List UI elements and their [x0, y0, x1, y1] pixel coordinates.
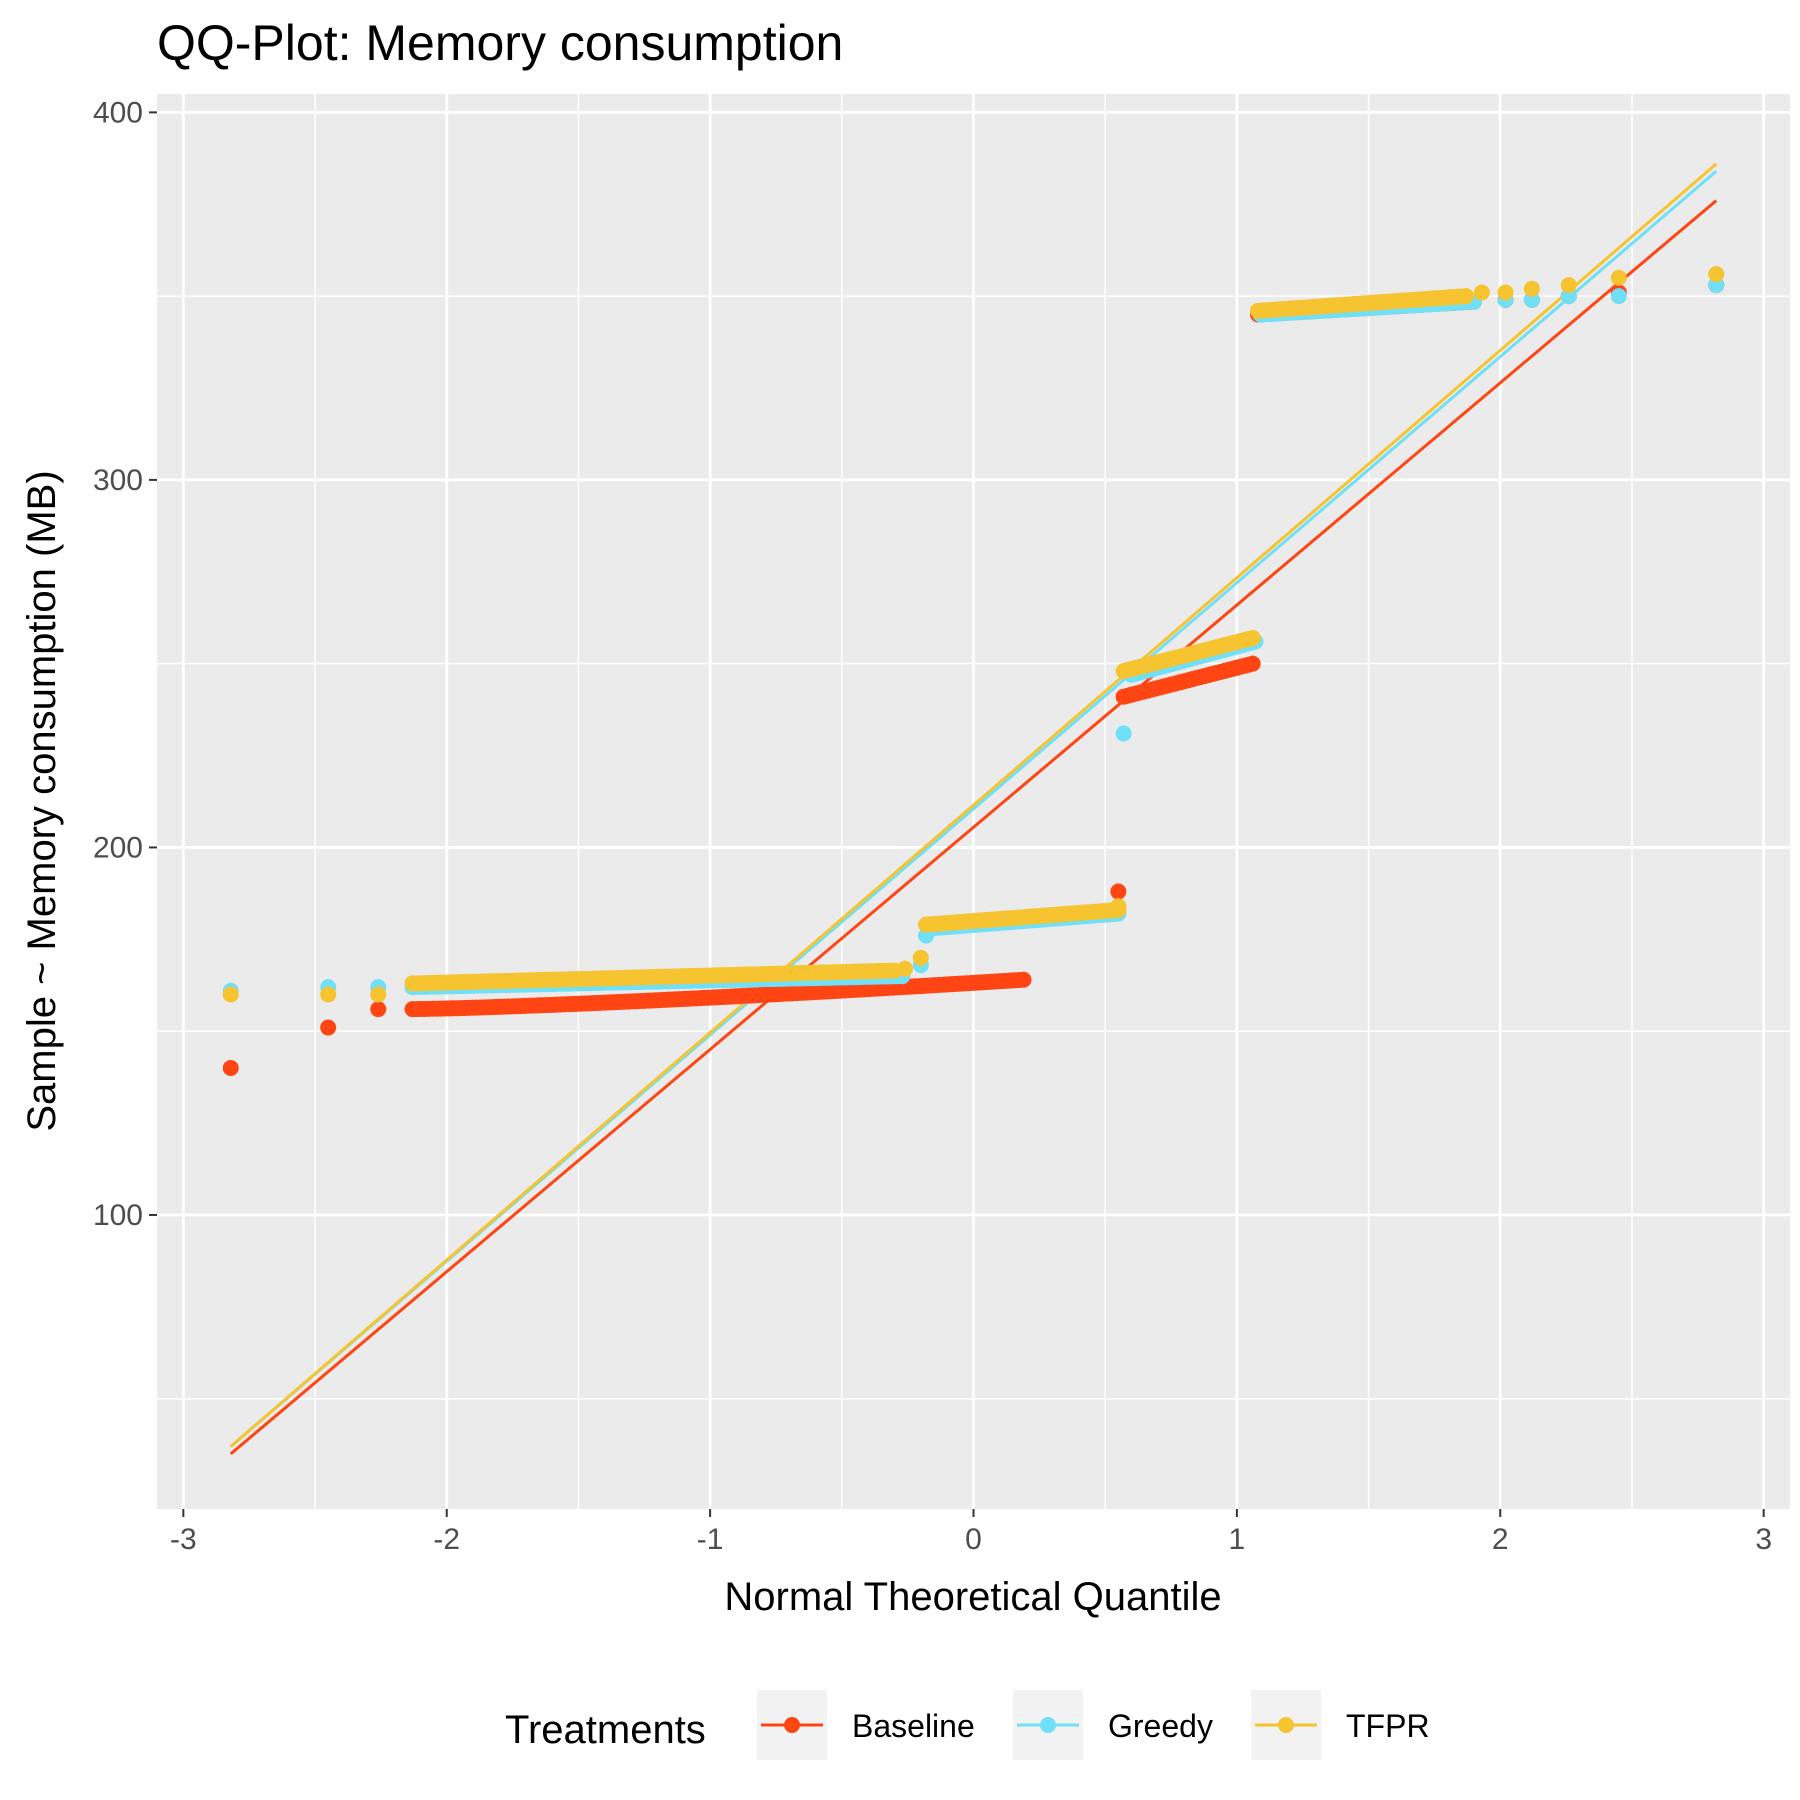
x-tick-label: 3: [1755, 1523, 1772, 1556]
legend-item-baseline: Baseline: [757, 1690, 975, 1760]
point-baseline: [222, 1059, 239, 1076]
point-greedy: [1115, 725, 1132, 742]
x-tick-label: 2: [1492, 1523, 1509, 1556]
x-axis-title: Normal Theoretical Quantile: [724, 1575, 1221, 1619]
point-tfpr: [912, 949, 929, 966]
x-tick-label: -2: [433, 1523, 460, 1556]
point-tfpr: [370, 986, 387, 1003]
point-tfpr: [1244, 629, 1261, 646]
point-tfpr: [1458, 288, 1475, 305]
point-tfpr: [1610, 269, 1627, 286]
point-baseline: [320, 1019, 337, 1036]
data-points: [222, 266, 1725, 1076]
legend-key-point: [1278, 1717, 1294, 1733]
qq-line-baseline: [229, 199, 1718, 1456]
point-baseline: [370, 1001, 387, 1018]
y-tick-label: 400: [93, 96, 143, 129]
legend-item-greedy: Greedy: [1013, 1690, 1213, 1760]
point-tfpr: [1497, 284, 1514, 301]
point-tfpr: [1708, 266, 1725, 283]
legend: Treatments Baseline Greedy TFPR: [505, 1690, 1430, 1760]
qq-line-tfpr: [229, 162, 1718, 1448]
point-tfpr: [1110, 898, 1127, 915]
x-tick-label: 0: [965, 1523, 982, 1556]
point-greedy: [1708, 277, 1725, 294]
point-tfpr: [222, 986, 239, 1003]
point-tfpr: [897, 960, 914, 977]
point-tfpr: [1473, 284, 1490, 301]
legend-label-greedy: Greedy: [1108, 1708, 1213, 1744]
reference-lines: [229, 162, 1718, 1456]
point-tfpr: [1523, 280, 1540, 297]
point-greedy: [1523, 291, 1540, 308]
point-tfpr: [1560, 277, 1577, 294]
legend-label-baseline: Baseline: [852, 1708, 975, 1744]
chart-title: QQ-Plot: Memory consumption: [157, 15, 843, 71]
point-tfpr: [320, 986, 337, 1003]
point-baseline: [1244, 655, 1261, 672]
grid-major: [157, 94, 1790, 1509]
y-tick-label: 200: [93, 831, 143, 864]
y-axis: 100 200 300 400: [93, 96, 157, 1232]
legend-title: Treatments: [505, 1708, 706, 1752]
x-axis: -3 -2 -1 0 1 2 3: [170, 1509, 1772, 1556]
point-greedy: [1560, 288, 1577, 305]
point-baseline: [1110, 883, 1127, 900]
x-tick-label: -3: [170, 1523, 197, 1556]
legend-item-tfpr: TFPR: [1251, 1690, 1430, 1760]
y-tick-label: 100: [93, 1199, 143, 1232]
x-tick-label: -1: [697, 1523, 724, 1556]
legend-label-tfpr: TFPR: [1346, 1708, 1430, 1744]
series-tfpr: [222, 266, 1725, 1003]
legend-key-point: [784, 1717, 800, 1733]
y-tick-label: 300: [93, 464, 143, 497]
x-tick-label: 1: [1229, 1523, 1246, 1556]
point-greedy: [1610, 288, 1627, 305]
point-baseline: [1015, 971, 1032, 988]
y-axis-title: Sample ~ Memory consumption (MB): [20, 470, 64, 1131]
legend-key-point: [1040, 1717, 1056, 1733]
